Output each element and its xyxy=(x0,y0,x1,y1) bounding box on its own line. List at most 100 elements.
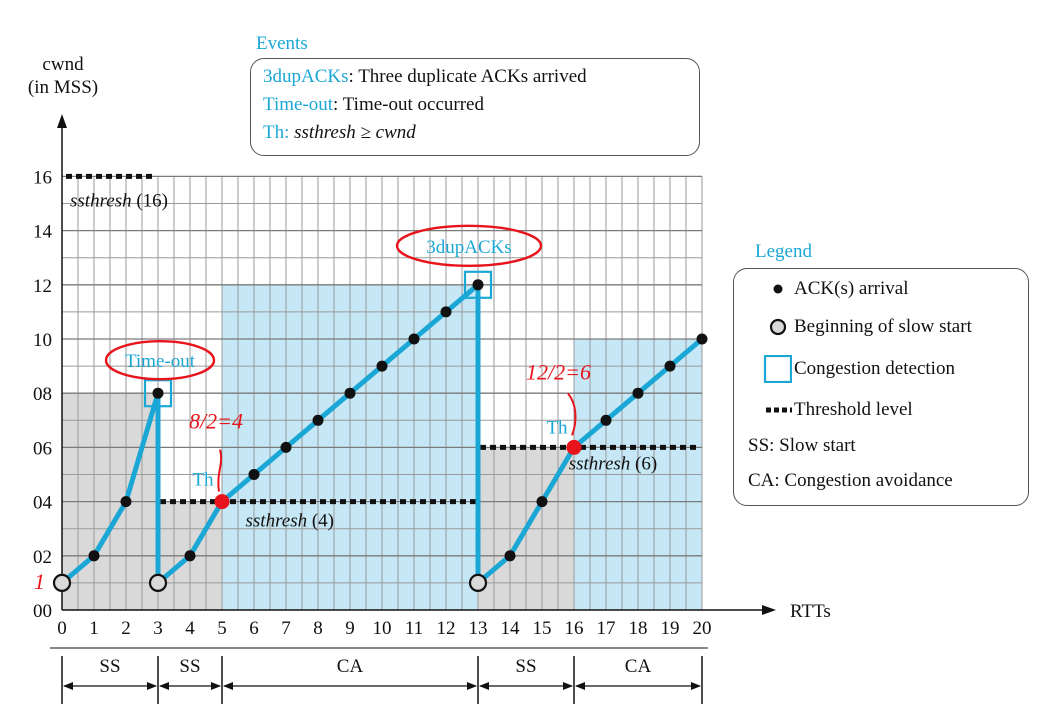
y-tick-label: 04 xyxy=(33,493,53,514)
threshold-label-name: ssthresh xyxy=(70,191,132,212)
ack-dot xyxy=(152,387,164,399)
event-key: Th: xyxy=(263,122,290,143)
slow-start-circle xyxy=(52,573,72,593)
phase-label: SS xyxy=(515,656,536,677)
annotations-layer: Time-out 3dupACKs Th Th 8/2=4 12/2=6 1 xyxy=(34,224,591,594)
slow-start-circle xyxy=(148,573,168,593)
event-line-th: Th: ssthresh ≥ cwnd xyxy=(263,119,699,147)
handwritten-arrow-icon xyxy=(567,392,577,436)
x-tick-label: 13 xyxy=(469,618,488,639)
events-title: Events xyxy=(256,33,308,54)
arrow-right-icon xyxy=(691,682,701,690)
phase-label: SS xyxy=(99,656,120,677)
phase-label: CA xyxy=(337,656,364,677)
threshold-label-value: (4) xyxy=(307,510,334,531)
x-tick-label: 8 xyxy=(313,618,323,639)
ack-dot xyxy=(504,550,516,562)
congestion-square xyxy=(463,270,493,299)
red-ellipse-annotation xyxy=(104,340,216,381)
arrow-left-icon xyxy=(63,682,73,690)
y-axis-label: cwnd xyxy=(42,54,84,75)
legend-label: Threshold level xyxy=(794,399,913,420)
handwritten-arrow-icon xyxy=(217,449,223,492)
arrow-left-icon xyxy=(159,682,169,690)
event-key: 3dupACKs xyxy=(263,66,349,87)
x-tick-label: 1 xyxy=(89,618,99,639)
ack-dot xyxy=(184,550,196,562)
legend-label: SS: Slow start xyxy=(748,435,856,456)
arrow-left-icon xyxy=(479,682,489,690)
threshold-label-name: ssthresh xyxy=(569,453,631,474)
ack-dot xyxy=(696,333,708,345)
legend-label: ACK(s) arrival xyxy=(794,278,909,299)
x-tick-label: 14 xyxy=(501,618,521,639)
event-label: 3dupACKs xyxy=(426,237,512,258)
arrow-right-icon xyxy=(467,682,477,690)
ack-dot xyxy=(376,360,388,372)
y-axis-label: (in MSS) xyxy=(28,77,98,98)
threshold-layer: ssthresh (16)ssthresh (4)ssthresh (6) xyxy=(66,173,700,531)
phase-label: SS xyxy=(179,656,200,677)
x-tick-label: 18 xyxy=(629,618,648,639)
ack-dot xyxy=(440,306,452,318)
phase-label: CA xyxy=(625,656,652,677)
handwritten-note: 12/2=6 xyxy=(526,359,591,384)
ack-dot xyxy=(632,387,644,399)
ack-dot xyxy=(664,360,676,372)
x-tick-label: 11 xyxy=(405,618,423,639)
x-tick-label: 9 xyxy=(345,618,355,639)
handwritten-note: 1 xyxy=(34,569,45,594)
x-tick-label: 6 xyxy=(249,618,259,639)
threshold-label-value: (6) xyxy=(630,453,657,474)
x-tick-label: 19 xyxy=(661,618,680,639)
phases-layer: SS SS CA SS CA xyxy=(50,647,708,704)
y-tick-label: 10 xyxy=(33,330,52,351)
ack-dot xyxy=(312,414,324,426)
event-key: Time-out xyxy=(263,94,334,115)
threshold-label: ssthresh (4) xyxy=(246,510,335,531)
th-label: Th xyxy=(192,470,214,491)
slow-start-circle xyxy=(468,573,488,593)
event-desc: : Time-out occurred xyxy=(333,94,484,115)
x-tick-label: 2 xyxy=(121,618,131,639)
x-tick-label: 4 xyxy=(185,618,195,639)
arrow-right-icon xyxy=(563,682,573,690)
legend-label: CA: Congestion avoidance xyxy=(748,470,953,491)
ack-dot xyxy=(408,333,420,345)
threshold-label-value: (16) xyxy=(132,191,168,212)
threshold-label-name: ssthresh xyxy=(246,510,308,531)
ack-dot xyxy=(248,469,260,480)
y-axis-arrow-icon xyxy=(57,114,67,128)
y-tick-label: 08 xyxy=(33,384,52,405)
x-axis-label: RTTs xyxy=(790,601,831,622)
legend-label: Beginning of slow start xyxy=(794,316,972,337)
event-line-timeout: Time-out: Time-out occurred xyxy=(263,91,699,119)
events-box: 3dupACKs: Three duplicate ACKs arrived T… xyxy=(250,58,700,156)
x-tick-label: 3 xyxy=(153,618,163,639)
threshold-label: ssthresh (16) xyxy=(70,191,168,212)
y-tick-label: 16 xyxy=(33,167,52,188)
arrow-left-icon xyxy=(223,682,233,690)
threshold-point xyxy=(214,494,230,510)
ack-dot xyxy=(600,414,612,426)
threshold-dash-icon xyxy=(766,407,792,413)
handwritten-note: 8/2=4 xyxy=(189,409,243,434)
ack-dot xyxy=(120,496,132,508)
x-tick-label: 0 xyxy=(57,618,67,639)
x-tick-label: 17 xyxy=(597,618,616,639)
x-tick-label: 7 xyxy=(281,618,291,639)
threshold-label: ssthresh (6) xyxy=(569,453,658,474)
y-tick-label: 14 xyxy=(33,222,53,243)
th-label: Th xyxy=(546,417,568,438)
slow-start-circle-icon xyxy=(769,318,787,336)
x-axis-arrow-icon xyxy=(762,605,776,615)
arrow-left-icon xyxy=(575,682,585,690)
y-tick-label: 02 xyxy=(33,547,52,568)
legend-title: Legend xyxy=(755,241,812,262)
arrow-right-icon xyxy=(147,682,157,690)
congestion-square-icon xyxy=(763,355,792,383)
y-tick-label: 00 xyxy=(33,601,52,622)
x-tick-label: 10 xyxy=(373,618,392,639)
legend-box: ACK(s) arrival Beginning of slow start C… xyxy=(733,268,1029,506)
